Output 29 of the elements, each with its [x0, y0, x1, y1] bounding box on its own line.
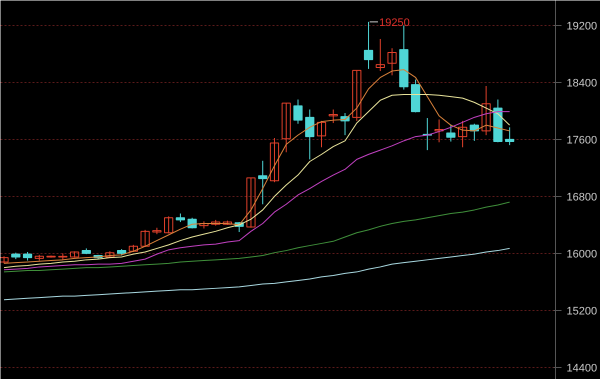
- candlestick: [446, 124, 456, 142]
- candlestick: [505, 126, 514, 146]
- candlestick: [140, 229, 150, 248]
- candlestick: [458, 120, 468, 148]
- candlestick: [282, 102, 291, 153]
- y-tick-label: 16000: [566, 248, 598, 260]
- candlestick: [270, 137, 280, 183]
- y-tick-label: 18400: [566, 77, 598, 90]
- candlestick: [376, 38, 385, 72]
- candlestick: [387, 48, 397, 76]
- candlestick: [352, 70, 362, 122]
- annotation: 19250: [379, 16, 410, 29]
- candlestick: [364, 21, 374, 70]
- candlestick: [482, 85, 491, 136]
- candlestick: [305, 109, 314, 160]
- line-series: [4, 248, 510, 300]
- candlestick: [293, 99, 303, 124]
- candlestick: [328, 109, 338, 124]
- y-tick-label: 19200: [566, 20, 598, 32]
- candlestick: [316, 120, 326, 148]
- candlestick: [258, 160, 268, 205]
- line-series: [4, 202, 510, 272]
- y-tick-label: 16800: [566, 191, 598, 204]
- candlestick: [434, 118, 444, 143]
- y-tick-label: 14400: [566, 362, 598, 374]
- candlestick: [246, 177, 256, 228]
- candlestick: [164, 216, 174, 234]
- y-tick-label: 15200: [566, 305, 598, 318]
- y-tick-label: 17600: [566, 134, 598, 146]
